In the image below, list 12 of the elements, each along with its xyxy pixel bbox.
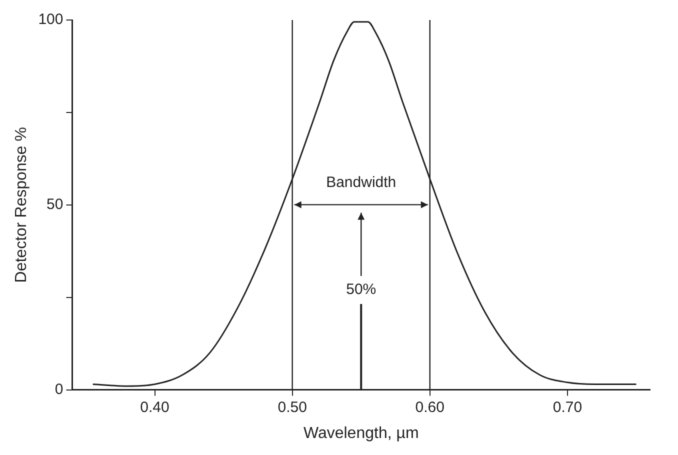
line-series	[92, 21, 637, 387]
annotation: 50%	[346, 281, 376, 298]
x-tick-label: 0.70	[552, 398, 582, 416]
y-tick-label: 0	[54, 380, 64, 398]
y-tick-label: 50	[46, 196, 64, 214]
x-tick-label: 0.40	[140, 398, 170, 416]
y-axis-title: Detector Response %	[13, 127, 30, 283]
annotation: Bandwidth	[326, 174, 396, 191]
y-tick-label: 100	[38, 11, 64, 28]
x-tick-label: 0.50	[278, 398, 307, 416]
x-axis-title: Wavelength, µm	[303, 424, 419, 442]
x-tick-label: 0.60	[415, 398, 444, 416]
